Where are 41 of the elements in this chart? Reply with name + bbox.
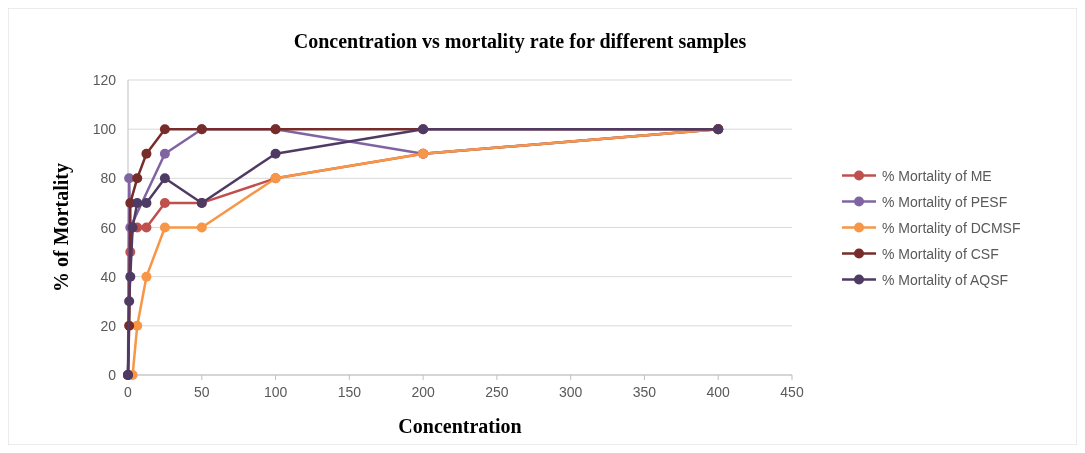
point xyxy=(159,148,170,159)
legend-label: % Mortality of CSF xyxy=(882,245,999,262)
y-tick-label: 20 xyxy=(100,317,117,334)
point xyxy=(159,173,170,184)
x-tick-label: 50 xyxy=(193,384,210,400)
chart-title: Concentration vs mortality rate for different samples xyxy=(293,30,747,53)
y-tick-label: 0 xyxy=(108,367,117,383)
point xyxy=(196,222,207,233)
x-tick-label: 350 xyxy=(632,384,657,400)
x-tick-label: 450 xyxy=(780,384,804,400)
x-tick-label: 100 xyxy=(263,384,288,400)
point xyxy=(141,197,152,208)
legend-label: % Mortality of PESF xyxy=(882,193,1008,210)
point xyxy=(124,173,135,184)
point xyxy=(124,296,135,307)
point xyxy=(159,197,170,208)
y-tick-label: 100 xyxy=(92,121,117,138)
y-tick-label: 80 xyxy=(100,170,117,187)
point xyxy=(141,271,152,282)
x-tick-label: 300 xyxy=(558,384,583,400)
point xyxy=(159,222,170,233)
x-tick-label: 250 xyxy=(485,384,509,400)
y-tick-label: 120 xyxy=(92,72,117,88)
x-tick-label: 400 xyxy=(706,384,731,400)
x-axis-title: Concentration xyxy=(398,415,522,437)
y-axis-title: % of Mortality xyxy=(50,163,73,292)
point xyxy=(159,124,170,135)
legend-label: % Mortality of AQSF xyxy=(882,271,1009,288)
point xyxy=(141,222,152,233)
x-tick-label: 150 xyxy=(337,384,362,400)
point xyxy=(132,173,143,184)
x-tick-label: 200 xyxy=(411,384,435,400)
point xyxy=(141,148,152,159)
y-tick-label: 40 xyxy=(100,268,117,285)
y-tick-label: 60 xyxy=(100,219,117,236)
point xyxy=(125,271,136,282)
point xyxy=(270,148,281,159)
legend-label: % Mortality of DCMSF xyxy=(882,219,1021,236)
legend-label: % Mortality of ME xyxy=(882,167,992,184)
point xyxy=(132,197,143,208)
x-tick-label: 0 xyxy=(124,384,133,400)
